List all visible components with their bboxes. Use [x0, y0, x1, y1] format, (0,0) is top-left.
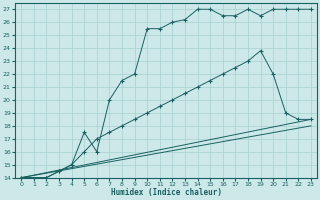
- X-axis label: Humidex (Indice chaleur): Humidex (Indice chaleur): [111, 188, 221, 197]
